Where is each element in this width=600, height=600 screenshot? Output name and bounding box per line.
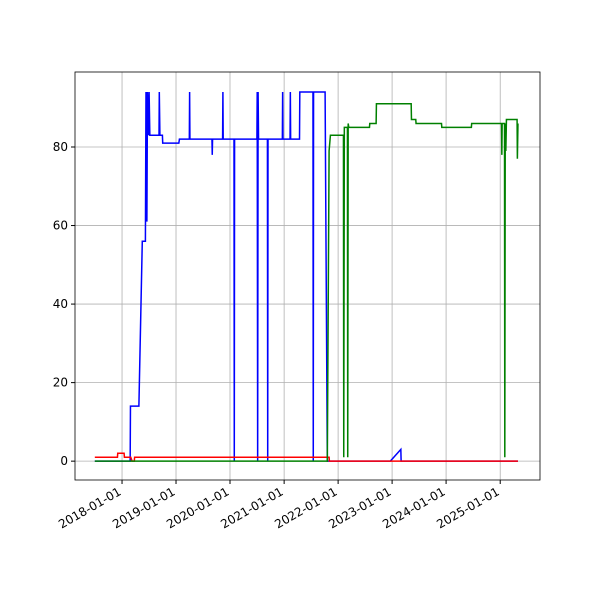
series-line (94, 103, 519, 462)
plot-frame (74, 71, 541, 481)
series-line (94, 91, 518, 462)
y-tick-label: 40 (53, 297, 68, 311)
y-tick-label: 80 (53, 140, 68, 154)
y-tick-label: 60 (53, 219, 68, 233)
y-tick-label: 20 (53, 376, 68, 390)
series-line (94, 452, 518, 462)
y-tick-label: 0 (60, 454, 68, 468)
